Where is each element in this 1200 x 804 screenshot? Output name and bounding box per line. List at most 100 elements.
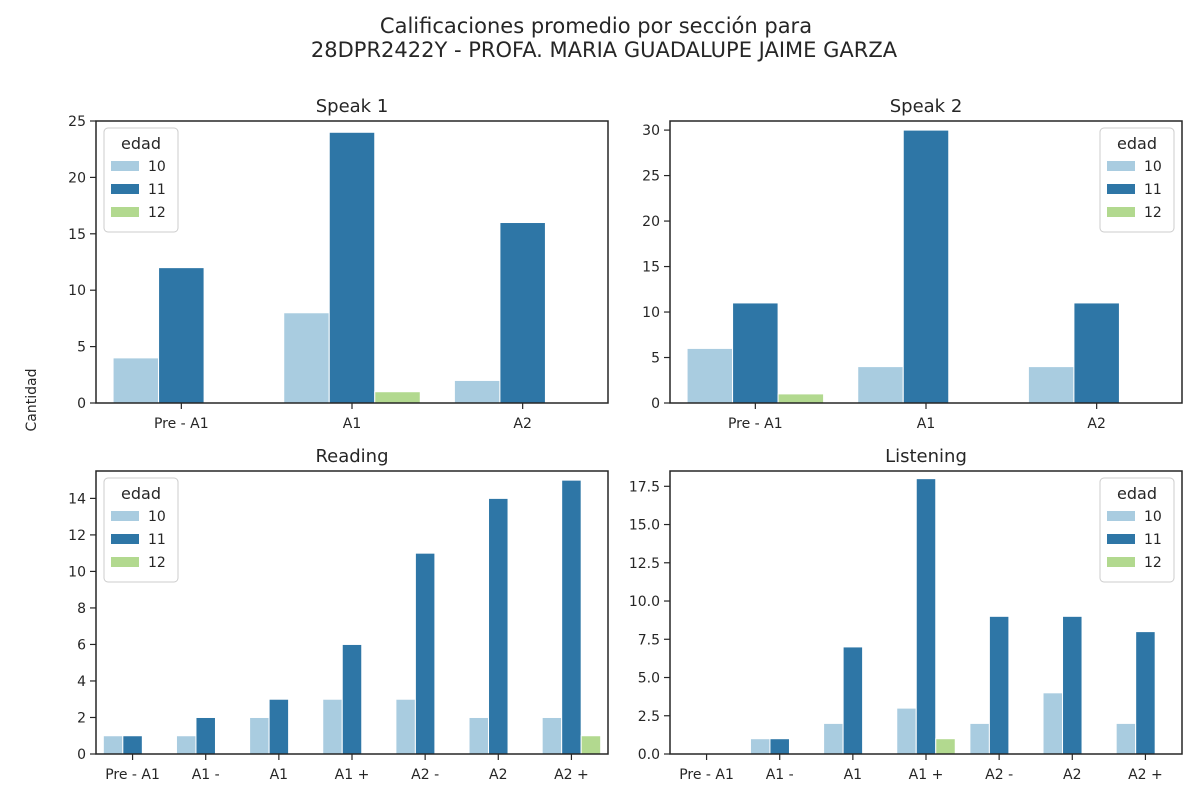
x-tick-label: A2 + bbox=[554, 767, 589, 783]
figure-title-line2: 28DPR2422Y - PROFA. MARIA GUADALUPE JAIM… bbox=[311, 38, 898, 62]
x-tick-label: A2 bbox=[1087, 416, 1105, 432]
legend-label-12: 12 bbox=[1144, 555, 1162, 571]
legend-listening: edad 10 11 12 bbox=[1099, 477, 1175, 583]
legend-speak-2: edad 10 11 12 bbox=[1099, 127, 1175, 233]
legend-swatch-11 bbox=[1107, 534, 1135, 544]
legend-swatch-12 bbox=[1107, 207, 1135, 217]
y-tick-label: 2 bbox=[77, 710, 86, 726]
legend-label-12: 12 bbox=[1144, 205, 1162, 221]
bar-a2-edad-11 bbox=[499, 222, 546, 404]
y-tick-label: 10 bbox=[642, 305, 660, 321]
y-tick-label: 0 bbox=[651, 396, 660, 412]
y-tick-label: 20 bbox=[68, 170, 86, 186]
y-tick-label: 5 bbox=[77, 340, 86, 356]
legend-box bbox=[103, 477, 179, 583]
bar-a1-edad-10 bbox=[322, 698, 343, 755]
bar-a2-edad-10 bbox=[1027, 366, 1075, 404]
x-tick-label: Pre - A1 bbox=[728, 416, 783, 432]
legend-label-10: 10 bbox=[148, 159, 166, 175]
x-tick-label: A2 bbox=[513, 416, 531, 432]
legend-label-10: 10 bbox=[1144, 159, 1162, 175]
bar-a1-edad-10 bbox=[857, 366, 904, 404]
legend-title: edad bbox=[121, 484, 161, 503]
bar-a2-edad-11 bbox=[1135, 631, 1156, 755]
y-tick-label: 4 bbox=[77, 674, 86, 690]
legend-swatch-10 bbox=[111, 161, 139, 171]
subplot-title-speak-2: Speak 2 bbox=[890, 96, 963, 117]
bar-a2-edad-11 bbox=[988, 615, 1010, 755]
bar-a1-edad-11 bbox=[842, 646, 864, 755]
y-tick-label: 10 bbox=[68, 283, 86, 299]
x-tick-label: A1 - bbox=[766, 767, 794, 783]
y-tick-label: 10 bbox=[68, 564, 86, 580]
bar-pre-a1-edad-11 bbox=[122, 735, 143, 755]
legend-label-11: 11 bbox=[1144, 182, 1162, 198]
figure-title-line1: Calificaciones promedio por sección para bbox=[380, 14, 812, 38]
legend-title: edad bbox=[121, 134, 161, 153]
y-tick-label: 5 bbox=[651, 351, 660, 367]
legend-swatch-12 bbox=[111, 207, 139, 217]
bar-a2-edad-10 bbox=[395, 698, 416, 755]
subplot-reading: Reading 0 2 4 6 8 10 12 14 Pre - A1 A1 - A1 A1 + A2 -… bbox=[68, 446, 609, 783]
legend-reading: edad 10 11 12 bbox=[103, 477, 179, 583]
x-tick-label: A1 bbox=[917, 416, 935, 432]
x-tick-label: A2 - bbox=[985, 767, 1013, 783]
y-tick-label: 0.0 bbox=[638, 747, 660, 763]
bar-pre-a1-edad-11 bbox=[732, 302, 779, 404]
bar-pre-a1-edad-10 bbox=[102, 735, 124, 755]
legend-swatch-10 bbox=[111, 511, 139, 521]
x-tick-label: A1 bbox=[343, 416, 361, 432]
bar-a1-edad-10 bbox=[283, 312, 330, 404]
y-tick-label: 10.0 bbox=[629, 594, 660, 610]
subplot-speak-1: Speak 1 0 5 10 15 20 25 Pre - A1 A1 A2 edad 10 11 12 bbox=[68, 96, 609, 432]
x-tick-label: A1 bbox=[844, 767, 862, 783]
legend-label-10: 10 bbox=[1144, 509, 1162, 525]
bar-a1-edad-11 bbox=[902, 129, 950, 404]
x-tick-label: A1 bbox=[270, 767, 288, 783]
legend-swatch-11 bbox=[1107, 184, 1135, 194]
x-tick-label: A1 + bbox=[909, 767, 944, 783]
x-tick-label: A2 - bbox=[411, 767, 439, 783]
y-tick-label: 25 bbox=[68, 114, 86, 130]
legend-label-12: 12 bbox=[148, 555, 166, 571]
legend-label-11: 11 bbox=[148, 182, 166, 198]
legend-swatch-11 bbox=[111, 534, 139, 544]
legend-swatch-10 bbox=[1107, 161, 1135, 171]
bar-a2-edad-12 bbox=[580, 735, 602, 755]
plot-frame bbox=[95, 470, 609, 755]
bar-a2-edad-11 bbox=[1062, 615, 1083, 755]
y-tick-label: 20 bbox=[642, 214, 660, 230]
x-tick-label: A1 + bbox=[335, 767, 370, 783]
legend-swatch-12 bbox=[111, 557, 139, 567]
legend-box bbox=[1099, 477, 1175, 583]
bar-a2-edad-10 bbox=[468, 716, 490, 755]
y-tick-label: 6 bbox=[77, 637, 86, 653]
y-tick-label: 8 bbox=[77, 601, 86, 617]
y-tick-label: 15.0 bbox=[629, 518, 660, 534]
bar-a1-edad-10 bbox=[175, 735, 197, 755]
plot-frame bbox=[95, 120, 609, 404]
legend-box bbox=[1099, 127, 1175, 233]
bar-pre-a1-edad-10 bbox=[686, 347, 734, 404]
bar-a2-edad-10 bbox=[969, 722, 990, 755]
x-tick-label: A1 - bbox=[192, 767, 220, 783]
y-tick-label: 15 bbox=[642, 260, 660, 276]
bar-a1-edad-11 bbox=[328, 131, 376, 404]
subplot-title-reading: Reading bbox=[315, 446, 388, 467]
bar-a2-edad-10 bbox=[541, 716, 563, 755]
bar-a1-edad-10 bbox=[749, 738, 771, 755]
legend-swatch-10 bbox=[1107, 511, 1135, 521]
x-tick-label: Pre - A1 bbox=[679, 767, 734, 783]
subplot-title-listening: Listening bbox=[885, 446, 967, 467]
subplot-speak-2: Speak 2 0 5 10 15 20 25 30 Pre - A1 A1 A2 edad 10 11 1… bbox=[642, 96, 1183, 432]
x-tick-label: Pre - A1 bbox=[154, 416, 209, 432]
bar-a1-edad-10 bbox=[823, 722, 844, 755]
bar-a1-edad-12 bbox=[374, 391, 421, 404]
legend-box bbox=[103, 127, 179, 233]
legend-label-10: 10 bbox=[148, 509, 166, 525]
bar-a2-edad-11 bbox=[1073, 302, 1120, 404]
bar-a2-edad-10 bbox=[1115, 722, 1137, 755]
y-tick-label: 25 bbox=[642, 169, 660, 185]
